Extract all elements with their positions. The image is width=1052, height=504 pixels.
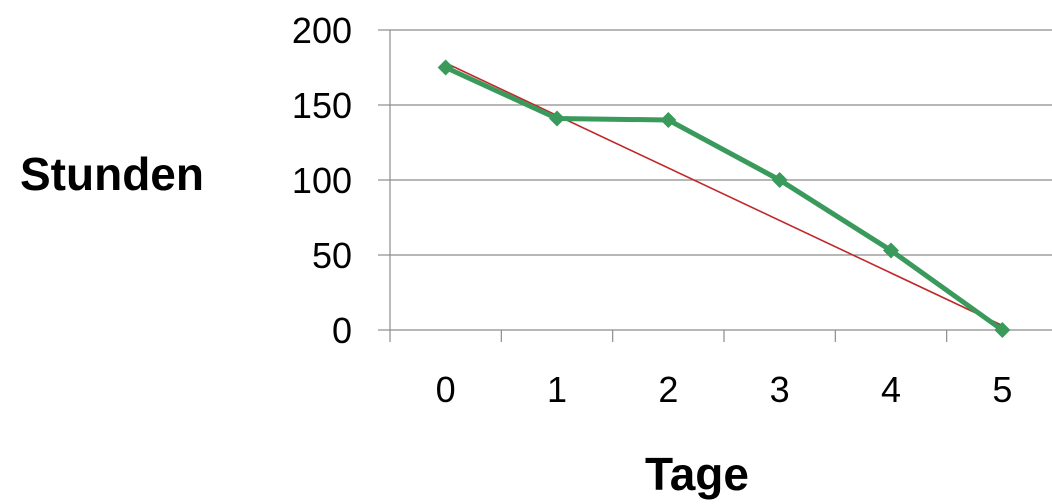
ideal-reference-line [445, 62, 1003, 327]
y-tick-labels: 0 50 100 150 200 [292, 10, 352, 351]
data-point [883, 242, 899, 259]
series-group [437, 59, 1011, 338]
data-point [994, 322, 1011, 338]
ideal-trend-line [445, 62, 1003, 327]
axes [378, 29, 1052, 342]
x-tick-label: 3 [770, 369, 790, 410]
x-tick-label: 4 [881, 369, 901, 410]
data-point [549, 110, 565, 127]
x-tick-label: 5 [992, 369, 1012, 410]
x-axis-title: Tage [645, 448, 749, 500]
x-tick-label: 2 [658, 369, 678, 410]
x-tick-label: 1 [547, 369, 567, 410]
x-tick-label: 0 [436, 369, 456, 410]
y-tick-label: 200 [292, 10, 352, 51]
y-tick-label: 100 [292, 160, 352, 201]
y-tick-label: 50 [312, 235, 352, 276]
gridlines [390, 29, 1052, 256]
series-line-0 [444, 65, 1004, 333]
data-point [660, 112, 677, 128]
y-tick-label: 150 [292, 85, 352, 126]
data-point [437, 59, 454, 76]
x-tick-labels: 0 1 2 3 4 5 [436, 369, 1013, 410]
y-tick-label: 0 [332, 310, 352, 351]
data-point [771, 172, 788, 188]
y-axis-title: Stunden [20, 148, 204, 200]
